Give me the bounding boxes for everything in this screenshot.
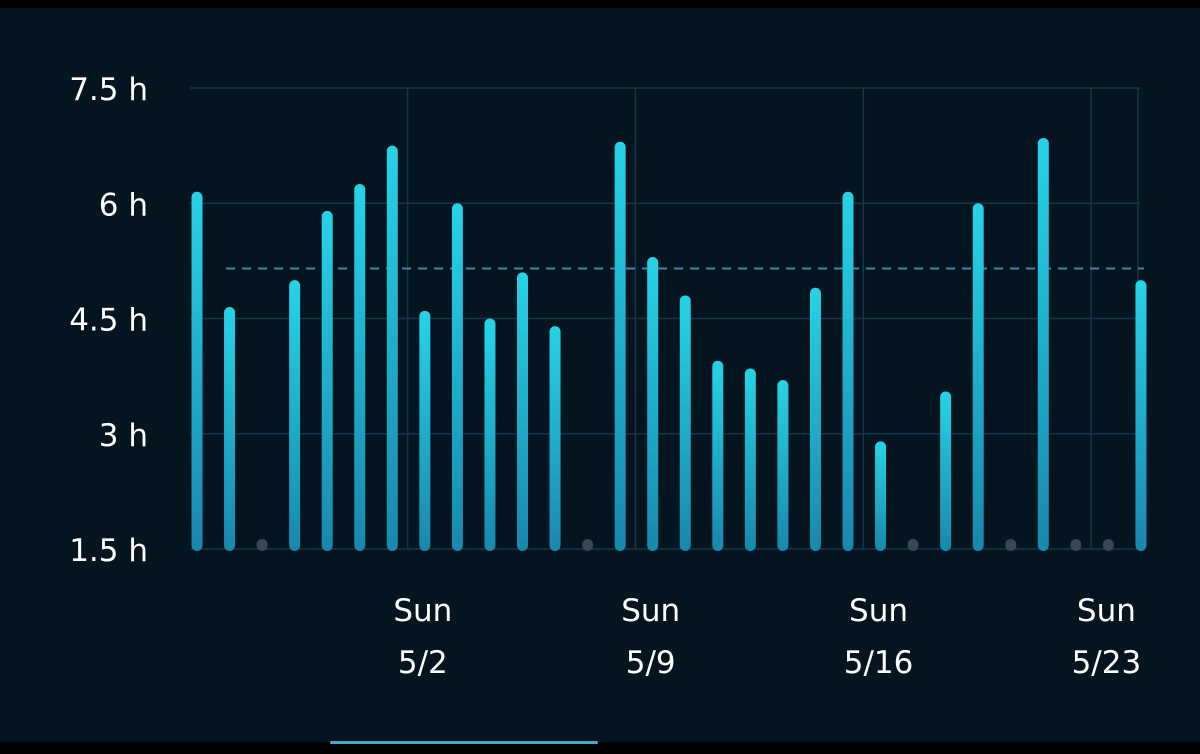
bar [1037, 137, 1049, 552]
bar [321, 210, 333, 551]
bar [614, 141, 626, 552]
bar [1135, 280, 1147, 551]
y-tick-label: 4.5 h [69, 303, 148, 339]
y-axis-labels: 1.5 h 3 h 4.5 h 6 h 7.5 h [69, 72, 148, 569]
bar [549, 326, 561, 551]
x-tick-date: 5/23 [1072, 645, 1142, 681]
bar [354, 184, 366, 551]
bar [712, 360, 724, 551]
bar-missing [256, 539, 268, 551]
bar [517, 272, 528, 551]
bar [451, 203, 463, 551]
bar [191, 191, 203, 551]
x-tick-date: 5/2 [398, 645, 448, 681]
x-tick-date: 5/16 [844, 645, 914, 681]
bar [289, 280, 301, 551]
x-tick-day: Sun [621, 593, 680, 629]
sleep-duration-chart: 1.5 h 3 h 4.5 h 6 h 7.5 h Sun 5/2 Sun 5/9 Sun 5/1… [69, 72, 1147, 681]
bar-missing [582, 539, 594, 551]
chart-panel: 1.5 h 3 h 4.5 h 6 h 7.5 h Sun 5/2 Sun 5/9 Sun 5/1… [0, 8, 1200, 742]
scroll-indicator[interactable] [330, 741, 598, 744]
y-tick-label: 1.5 h [69, 533, 148, 569]
bar [875, 441, 887, 551]
y-tick-label: 6 h [99, 187, 148, 223]
bar [940, 391, 952, 551]
bar [419, 310, 431, 551]
x-axis-labels: Sun 5/2 Sun 5/9 Sun 5/16 Sun 5/23 [393, 593, 1141, 681]
y-tick-label: 3 h [99, 418, 148, 454]
x-tick-day: Sun [393, 593, 452, 629]
y-tick-label: 7.5 h [69, 72, 148, 108]
bar [679, 295, 691, 551]
x-tick-day: Sun [849, 593, 908, 629]
bar [386, 145, 398, 551]
bar [972, 203, 984, 551]
bar-missing [1102, 539, 1114, 551]
bar [224, 306, 236, 551]
bar [484, 318, 496, 551]
x-tick-date: 5/9 [626, 645, 676, 681]
x-tick-day: Sun [1077, 593, 1136, 629]
bar [842, 191, 854, 551]
bar-missing [1005, 539, 1017, 551]
bar [777, 379, 789, 551]
bar-missing [1070, 539, 1082, 551]
bars [191, 137, 1147, 552]
bar-missing [907, 539, 919, 551]
bar [647, 257, 659, 551]
bar [809, 287, 821, 551]
bar [744, 368, 756, 551]
